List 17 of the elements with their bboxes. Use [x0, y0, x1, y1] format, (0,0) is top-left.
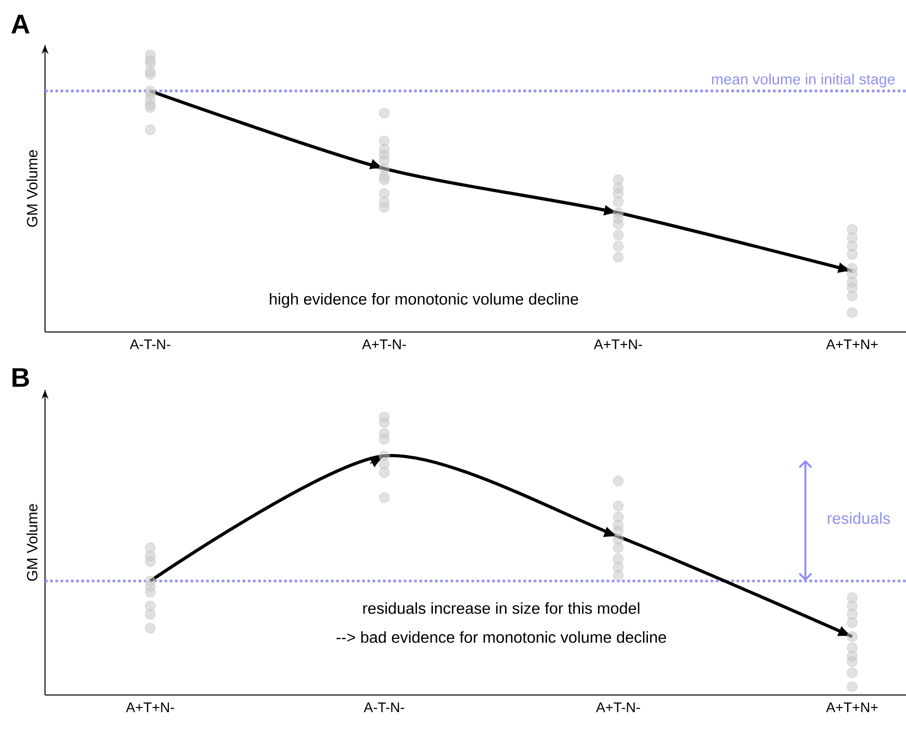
annotation: --> bad evidence for monotonic volume decline	[336, 631, 666, 643]
x-tick-label: A+T-N-	[596, 702, 640, 712]
x-tick-label: A-T-N-	[130, 340, 170, 350]
x-tick-label: A+T-N-	[362, 340, 406, 350]
chart-title: B	[12, 368, 29, 387]
ref-line-label: mean volume in initial stage	[712, 74, 895, 88]
x-tick-label: A-T-N-	[364, 702, 404, 712]
chart-title: A	[11, 14, 30, 34]
x-tick-label: A+T+N-	[594, 340, 642, 350]
annotation: residuals increase in size for this model	[363, 602, 640, 614]
x-tick-label: A+T+N+	[826, 340, 878, 350]
annotation: high evidence for monotonic volume decline	[270, 293, 578, 308]
y-axis-title: GM Volume	[26, 504, 38, 581]
x-tick-label: A+T+N+	[826, 702, 878, 712]
x-tick-label: A+T+N-	[126, 702, 174, 712]
y-axis-title: GM Volume	[26, 150, 38, 227]
annotation: residuals	[828, 512, 890, 524]
